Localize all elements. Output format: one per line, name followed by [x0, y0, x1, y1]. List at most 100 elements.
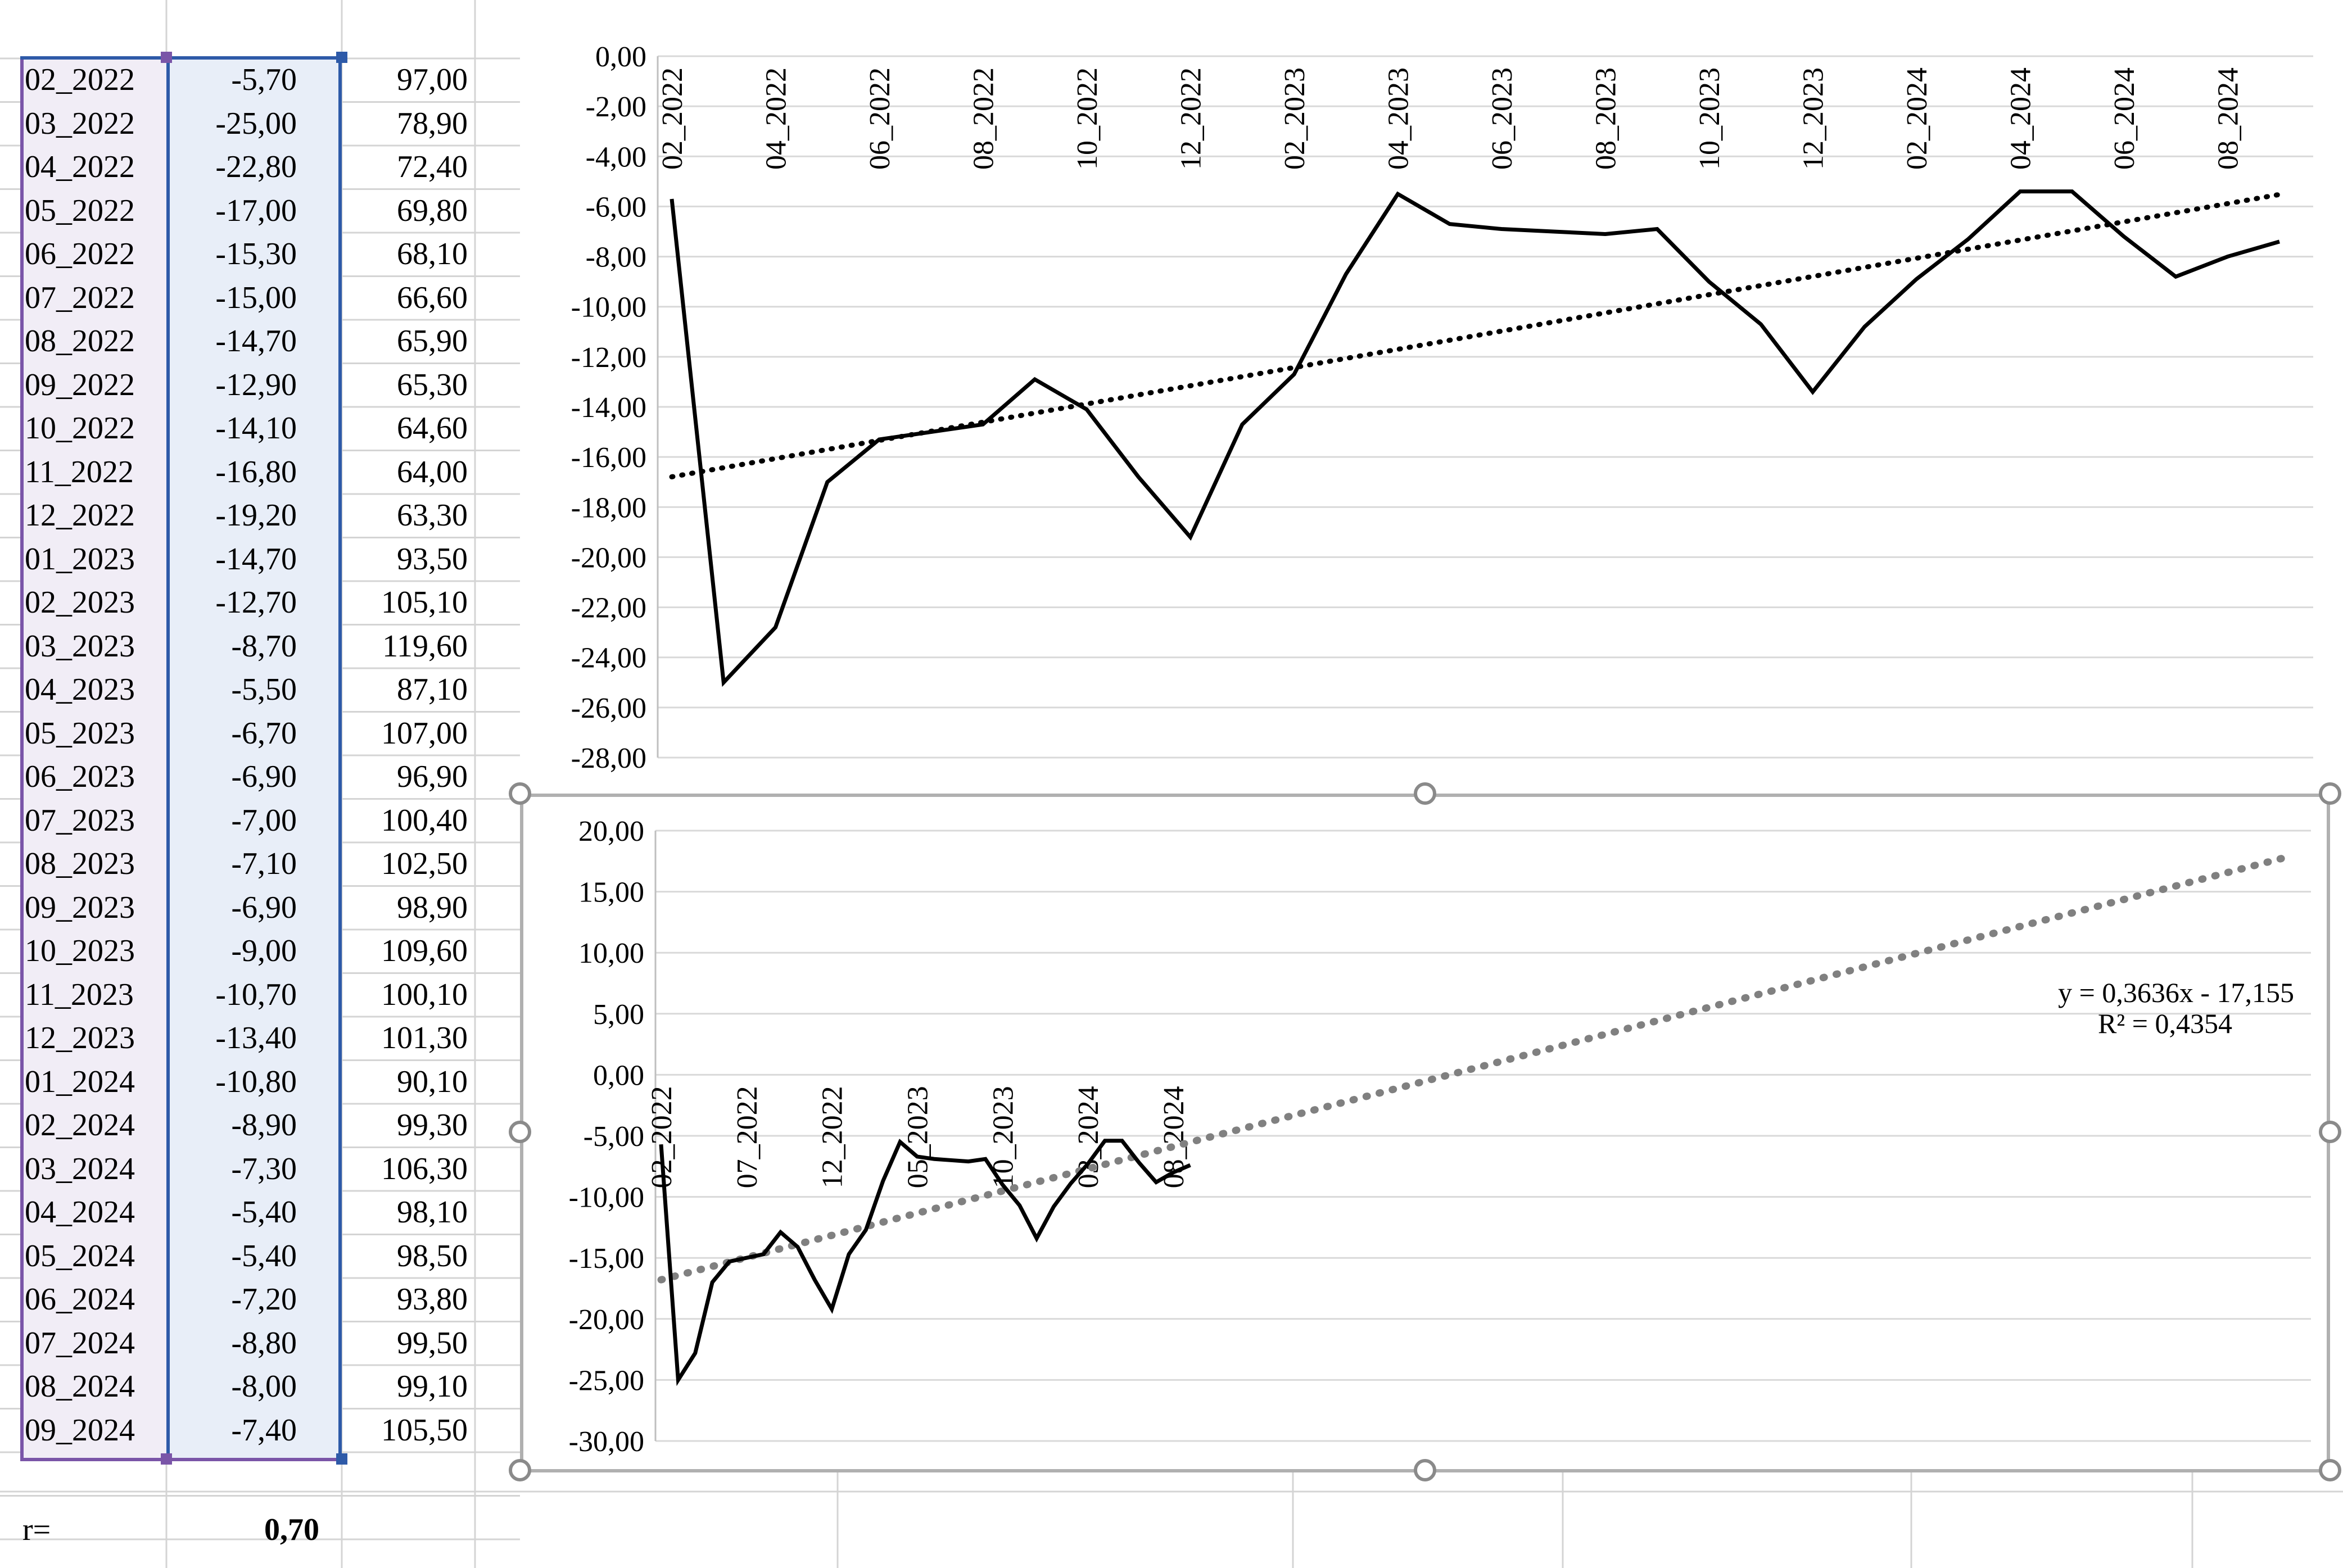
chart-resize-handle[interactable]: [1414, 1459, 1436, 1481]
table-cell-value[interactable]: -25,00: [215, 106, 297, 141]
chart-resize-handle[interactable]: [2319, 782, 2341, 805]
table-cell-value[interactable]: -17,00: [215, 193, 297, 228]
table-cell-index[interactable]: 109,60: [381, 933, 468, 968]
table-cell-value[interactable]: -8,70: [231, 628, 297, 664]
table-cell-date[interactable]: 04_2024: [25, 1195, 135, 1230]
table-cell-index[interactable]: 119,60: [382, 628, 468, 664]
table-cell-value[interactable]: -5,70: [231, 62, 297, 97]
table-cell-value[interactable]: -5,40: [231, 1238, 297, 1274]
table-cell-index[interactable]: 64,60: [397, 411, 468, 446]
table-cell-date[interactable]: 10_2023: [25, 933, 135, 968]
selection-handle[interactable]: [161, 52, 172, 63]
table-cell-date[interactable]: 05_2023: [25, 715, 135, 751]
table-cell-value[interactable]: -7,40: [231, 1412, 297, 1448]
table-cell-value[interactable]: -7,20: [231, 1282, 297, 1317]
table-cell-value[interactable]: -7,00: [231, 803, 297, 838]
table-cell-date[interactable]: 02_2023: [25, 585, 135, 620]
table-cell-date[interactable]: 07_2022: [25, 280, 135, 315]
table-cell-index[interactable]: 66,60: [397, 280, 468, 315]
table-cell-index[interactable]: 72,40: [397, 149, 468, 184]
table-cell-value[interactable]: -9,00: [231, 933, 297, 968]
table-cell-index[interactable]: 100,40: [381, 803, 468, 838]
table-cell-index[interactable]: 105,50: [381, 1412, 468, 1448]
table-cell-date[interactable]: 03_2024: [25, 1151, 135, 1186]
table-cell-date[interactable]: 07_2023: [25, 803, 135, 838]
table-cell-date[interactable]: 11_2022: [25, 454, 134, 490]
table-cell-index[interactable]: 99,10: [397, 1369, 468, 1404]
table-cell-index[interactable]: 63,30: [397, 498, 468, 533]
table-cell-value[interactable]: -7,10: [231, 846, 297, 881]
table-cell-index[interactable]: 65,90: [397, 324, 468, 359]
table-cell-index[interactable]: 106,30: [381, 1151, 468, 1186]
table-cell-index[interactable]: 68,10: [397, 237, 468, 271]
table-cell-value[interactable]: -16,80: [215, 454, 297, 490]
table-cell-index[interactable]: 101,30: [381, 1021, 468, 1055]
chart-resize-handle[interactable]: [2319, 1459, 2341, 1481]
table-cell-date[interactable]: 02_2024: [25, 1108, 135, 1143]
table-cell-value[interactable]: -13,40: [215, 1021, 297, 1055]
table-cell-index[interactable]: 93,80: [397, 1282, 468, 1317]
table-cell-index[interactable]: 102,50: [381, 846, 468, 881]
table-cell-date[interactable]: 08_2024: [25, 1369, 135, 1404]
table-cell-index[interactable]: 107,00: [381, 715, 468, 751]
table-cell-index[interactable]: 98,90: [397, 890, 468, 925]
correlation-value[interactable]: 0,70: [264, 1512, 319, 1547]
table-cell-index[interactable]: 87,10: [397, 672, 468, 707]
table-cell-value[interactable]: -12,90: [215, 367, 297, 402]
table-cell-value[interactable]: -5,50: [231, 672, 297, 707]
table-cell-date[interactable]: 05_2022: [25, 193, 135, 228]
table-cell-value[interactable]: -14,70: [215, 324, 297, 359]
table-cell-value[interactable]: -19,20: [215, 498, 297, 533]
table-cell-value[interactable]: -7,30: [231, 1151, 297, 1186]
table-cell-value[interactable]: -14,70: [215, 541, 297, 577]
table-cell-value[interactable]: -8,90: [231, 1108, 297, 1143]
table-cell-date[interactable]: 12_2023: [25, 1021, 135, 1055]
chart-resize-handle[interactable]: [1414, 782, 1436, 805]
selection-handle[interactable]: [336, 1453, 347, 1465]
table-cell-index[interactable]: 93,50: [397, 541, 468, 577]
table-cell-value[interactable]: -12,70: [215, 585, 297, 620]
chart-resize-handle[interactable]: [2319, 1121, 2341, 1143]
table-cell-date[interactable]: 08_2022: [25, 324, 135, 359]
table-cell-date[interactable]: 01_2024: [25, 1064, 135, 1099]
table-cell-value[interactable]: -10,70: [215, 977, 297, 1012]
table-cell-value[interactable]: -8,00: [231, 1369, 297, 1404]
table-cell-index[interactable]: 90,10: [397, 1064, 468, 1099]
chart-resize-handle[interactable]: [509, 1459, 531, 1481]
table-cell-date[interactable]: 09_2023: [25, 890, 135, 925]
table-cell-date[interactable]: 04_2023: [25, 672, 135, 707]
table-cell-date[interactable]: 05_2024: [25, 1238, 135, 1274]
table-cell-value[interactable]: -5,40: [231, 1195, 297, 1230]
table-cell-index[interactable]: 64,00: [397, 454, 468, 490]
table-cell-value[interactable]: -6,90: [231, 759, 297, 794]
table-cell-value[interactable]: -8,80: [231, 1325, 297, 1361]
table-cell-date[interactable]: 02_2022: [25, 62, 135, 97]
table-cell-index[interactable]: 65,30: [397, 367, 468, 402]
table-cell-date[interactable]: 10_2022: [25, 411, 135, 446]
table-cell-date[interactable]: 03_2023: [25, 628, 135, 664]
table-cell-index[interactable]: 97,00: [397, 62, 468, 97]
selection-handle[interactable]: [161, 1453, 172, 1465]
table-cell-value[interactable]: -15,00: [215, 280, 297, 315]
table-cell-index[interactable]: 98,50: [397, 1238, 468, 1274]
table-cell-value[interactable]: -22,80: [215, 149, 297, 184]
table-cell-index[interactable]: 69,80: [397, 193, 468, 228]
table-cell-date[interactable]: 11_2023: [25, 977, 134, 1012]
table-cell-value[interactable]: -6,90: [231, 890, 297, 925]
table-cell-index[interactable]: 105,10: [381, 585, 468, 620]
table-cell-index[interactable]: 78,90: [397, 106, 468, 141]
table-cell-date[interactable]: 06_2024: [25, 1282, 135, 1317]
chart-resize-handle[interactable]: [509, 782, 531, 805]
selection-handle[interactable]: [336, 52, 347, 63]
table-cell-date[interactable]: 09_2024: [25, 1412, 135, 1448]
table-cell-date[interactable]: 01_2023: [25, 541, 135, 577]
table-cell-date[interactable]: 03_2022: [25, 106, 135, 141]
chart-resize-handle[interactable]: [509, 1121, 531, 1143]
table-cell-value[interactable]: -14,10: [215, 411, 297, 446]
table-cell-index[interactable]: 100,10: [381, 977, 468, 1012]
table-cell-date[interactable]: 12_2022: [25, 498, 135, 533]
table-cell-date[interactable]: 06_2023: [25, 759, 135, 794]
table-cell-date[interactable]: 07_2024: [25, 1325, 135, 1361]
table-cell-index[interactable]: 99,50: [397, 1325, 468, 1361]
